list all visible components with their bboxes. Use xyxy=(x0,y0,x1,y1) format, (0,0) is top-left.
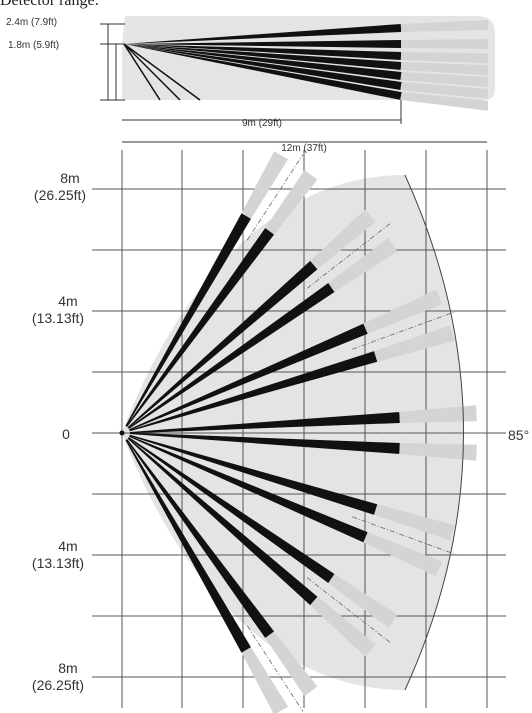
height-top-label: 2.4m (7.9ft) xyxy=(6,17,57,28)
side-beam-light-3 xyxy=(400,62,488,76)
beam-dark-6-1 xyxy=(125,439,251,653)
beam-centerline-2 xyxy=(352,310,458,350)
beam-dark-0-1 xyxy=(126,228,275,427)
beam-dark-1-0 xyxy=(127,260,318,429)
side-beam-light-0 xyxy=(400,20,488,32)
y-label-zero: 0 xyxy=(62,426,70,442)
beam-dark-0-0 xyxy=(125,213,251,427)
top-view: 8m (26.25ft) 4m (13.13ft) 0 4m (13.13ft)… xyxy=(32,150,529,713)
beam-light-6-0 xyxy=(265,631,318,696)
beam-centerline-0 xyxy=(246,154,304,241)
beam-light-3-1 xyxy=(399,443,477,461)
side-floor-beam-0 xyxy=(123,43,161,101)
y-label-4m-top: 4m xyxy=(58,293,77,309)
side-beam-dark-6 xyxy=(124,44,402,100)
beam-light-0-0 xyxy=(241,151,288,219)
side-beam-dark-2 xyxy=(124,44,402,60)
side-beam-dark-0 xyxy=(124,24,402,44)
beam-dark-4-1 xyxy=(129,435,368,543)
beam-dark-5-0 xyxy=(128,437,335,583)
beam-centerline-1 xyxy=(306,222,392,289)
detector-origin xyxy=(119,430,125,436)
beam-dark-2-1 xyxy=(129,351,378,432)
beam-light-1-0 xyxy=(310,209,376,270)
y-label-4m-top-ft: (13.13ft) xyxy=(32,310,84,326)
side-floor-beam-2 xyxy=(123,43,201,101)
beam-light-4-1 xyxy=(363,532,443,577)
y-axis-labels: 8m (26.25ft) 4m (13.13ft) 0 4m (13.13ft)… xyxy=(32,170,86,693)
beam-dark-3-1 xyxy=(130,432,400,454)
beam-light-2-1 xyxy=(374,325,455,362)
beam-light-1-1 xyxy=(328,238,398,292)
beam-light-5-0 xyxy=(328,574,398,628)
side-beam-dark-4 xyxy=(124,44,402,80)
beam-light-0-1 xyxy=(265,170,318,235)
side-beam-dark-3 xyxy=(124,44,402,70)
y-label-4m-bottom-ft: (13.13ft) xyxy=(32,555,84,571)
diagram-heading: Detector range: xyxy=(0,0,100,9)
side-view: 2.4m (7.9ft) 1.8m (5.9ft) 9m (29ft) 12m … xyxy=(6,16,495,154)
range-12m-label: 12m (37ft) xyxy=(281,143,327,154)
beam-light-6-1 xyxy=(241,647,288,713)
beam-light-4-0 xyxy=(374,504,455,541)
y-label-8m-top: 8m xyxy=(60,170,79,186)
beam-centerline-6 xyxy=(246,625,304,712)
height-mount-label: 1.8m (5.9ft) xyxy=(8,40,59,51)
beam-dark-4-0 xyxy=(129,434,378,515)
beam-dark-1-1 xyxy=(128,283,335,429)
side-beam-light-2 xyxy=(400,52,488,64)
y-label-8m-top-ft: (26.25ft) xyxy=(34,187,86,203)
side-beam-dark-5 xyxy=(124,44,402,90)
side-beam-light-6 xyxy=(400,92,488,111)
beam-dark-2-0 xyxy=(129,323,368,431)
beam-dark-3-0 xyxy=(130,412,400,434)
beam-light-3-0 xyxy=(399,405,477,423)
side-beam-light-5 xyxy=(400,82,488,99)
beam-centerline-4 xyxy=(352,516,458,556)
side-beam-light-4 xyxy=(400,72,488,87)
angle-label: 85° xyxy=(508,427,529,443)
side-beams xyxy=(123,20,488,111)
y-label-4m-bottom: 4m xyxy=(58,538,77,554)
range-9m-label: 9m (29ft) xyxy=(242,118,282,129)
range-arc xyxy=(404,174,464,691)
y-label-8m-bottom: 8m xyxy=(58,660,77,676)
side-beam-light-1 xyxy=(401,39,488,49)
beam-dark-5-1 xyxy=(127,437,318,606)
y-label-8m-bottom-ft: (26.25ft) xyxy=(32,677,84,693)
beam-light-5-1 xyxy=(310,596,376,657)
beam-light-2-0 xyxy=(363,289,443,334)
beam-centerline-5 xyxy=(306,577,392,644)
side-beam-dark-1 xyxy=(124,40,401,48)
side-floor-beam-1 xyxy=(123,43,181,101)
beam-dark-6-0 xyxy=(126,439,275,638)
detection-beams xyxy=(125,151,489,713)
